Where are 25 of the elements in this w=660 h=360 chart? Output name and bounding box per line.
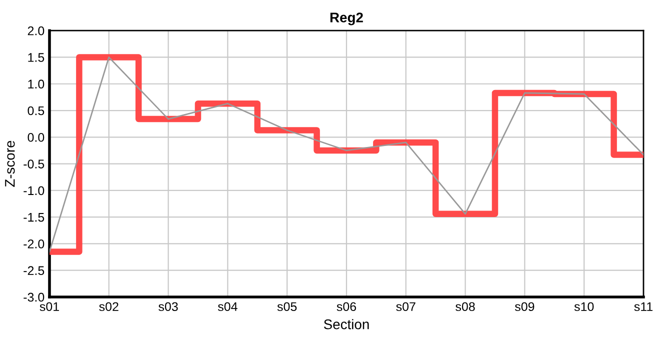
- x-axis-title: Section: [324, 319, 369, 330]
- y-tick-label: 1.5: [28, 53, 44, 62]
- y-axis-title: Z-score: [5, 140, 15, 187]
- y-tick-label: -2.0: [24, 240, 44, 248]
- y-tick-label: -1.5: [24, 213, 44, 222]
- y-tick-label: -0.5: [24, 160, 44, 168]
- y-tick-label: -2.5: [24, 266, 44, 276]
- x-tick-label: s07: [396, 302, 416, 312]
- x-tick-label: s10: [574, 302, 594, 312]
- y-tick-label: 1.0: [28, 80, 44, 89]
- x-tick-label: s04: [218, 302, 238, 312]
- y-tick-label: 2.0: [28, 26, 44, 36]
- y-tick-label: -3.0: [24, 292, 44, 302]
- x-tick-label: s01: [40, 302, 59, 312]
- x-tick-label: s06: [336, 302, 356, 312]
- y-tick-label: -1.0: [24, 186, 44, 196]
- x-tick-label: s03: [158, 302, 178, 312]
- y-tick-label: 0.0: [28, 132, 44, 142]
- x-tick-label: s09: [514, 302, 534, 312]
- chart-title: Reg2: [330, 12, 363, 26]
- x-tick-label: s08: [456, 302, 475, 312]
- x-tick-label: s02: [99, 302, 118, 312]
- x-tick-label: s11: [634, 302, 653, 312]
- x-tick-label: s05: [277, 302, 297, 312]
- y-tick-label: 0.5: [28, 106, 44, 116]
